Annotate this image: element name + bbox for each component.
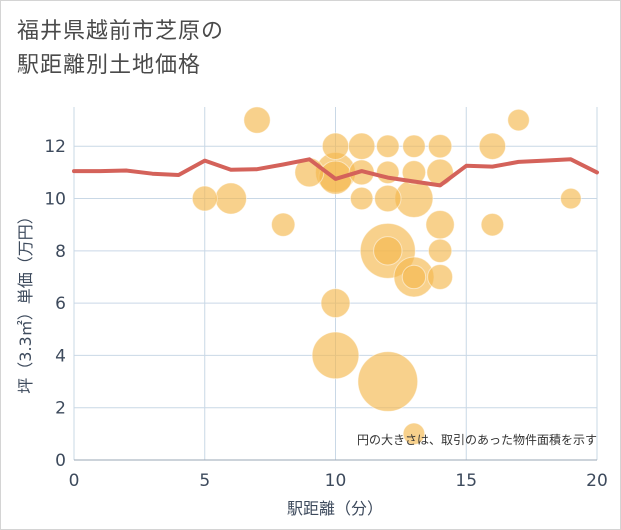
data-point [357,351,419,412]
data-point [507,108,530,132]
y-tick-label: 8 [55,242,66,262]
data-point [560,187,582,210]
data-point [376,134,400,158]
title-line-2: 駅距離別土地価格 [17,53,202,78]
x-tick-label: 10 [325,471,347,491]
bubbles [191,106,582,446]
y-tick-label: 4 [55,346,66,366]
x-tick-label: 15 [455,471,477,491]
data-point [347,132,376,160]
chart-title: 福井県越前市芝原の 駅距離別土地価格 [17,15,224,83]
data-point [373,236,403,266]
x-axis-label: 駅距離（分） [287,499,383,518]
bubble-size-note: 円の大きさは、取引のあった物件面積を示す [357,432,597,447]
data-point [349,186,374,211]
data-point [427,238,453,264]
y-tick-label: 6 [55,294,66,314]
data-point [321,132,350,160]
y-tick-label: 0 [55,451,66,471]
data-point [374,184,402,213]
data-point [270,212,296,237]
data-point [320,288,351,319]
x-tick-label: 0 [69,471,80,491]
x-tick-label: 20 [586,471,608,491]
tick-labels: 0 5 10 15 20 0 2 4 6 8 10 12 [44,137,607,491]
y-tick-label: 2 [55,399,66,419]
data-point [191,185,218,212]
average-line [72,157,599,188]
y-tick-label: 12 [44,137,66,157]
data-point [311,331,360,380]
data-point [427,134,453,159]
data-point [243,106,271,134]
y-tick-label: 10 [44,190,66,210]
data-point [214,182,248,215]
data-point [401,264,427,290]
average-price-line [72,157,599,188]
data-point [427,263,454,290]
data-point [426,158,454,187]
data-point [402,422,426,446]
y-axis-label: 坪（3.3㎡）単価（万円） [16,208,35,393]
data-point [401,160,427,185]
title-line-1: 福井県越前市芝原の [17,19,225,44]
data-point [480,212,505,237]
x-tick-label: 5 [199,471,210,491]
data-point [478,132,507,160]
data-point [402,134,426,158]
data-point [425,209,455,240]
